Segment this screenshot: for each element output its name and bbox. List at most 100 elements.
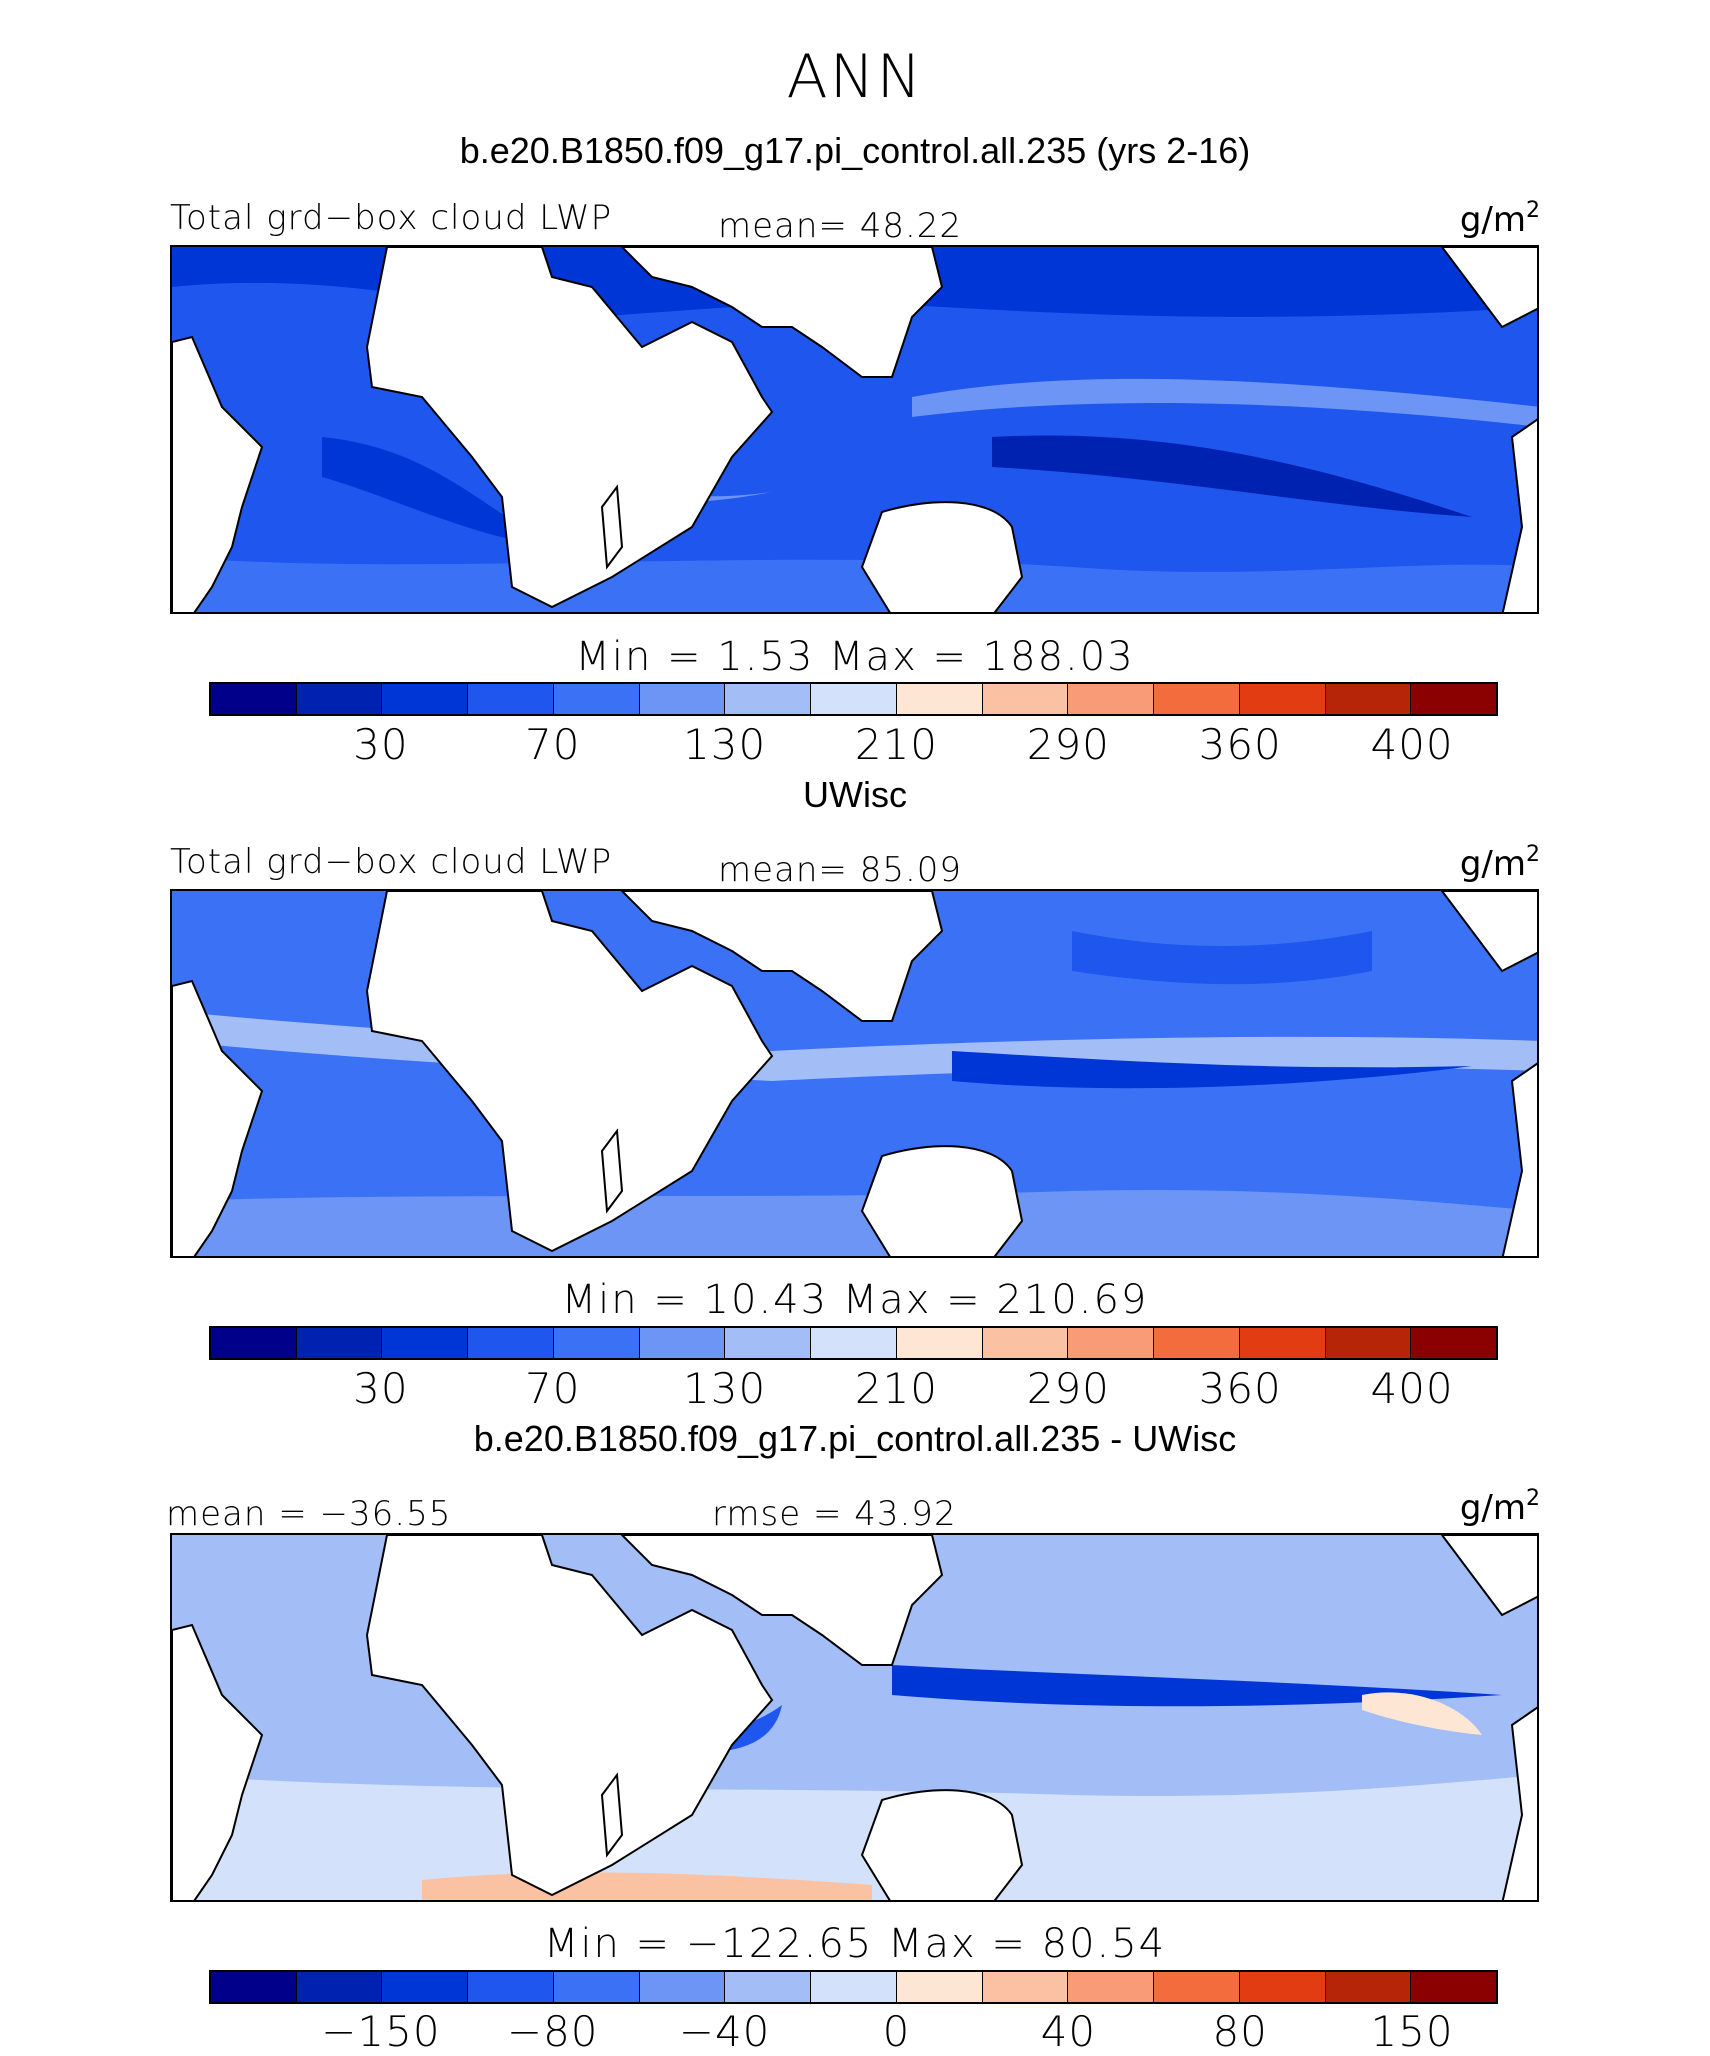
colorbar-segment — [382, 1972, 469, 2002]
colorbar-segment — [1239, 684, 1326, 714]
colorbar-segment — [468, 1328, 554, 1358]
colorbar-segment — [553, 1328, 640, 1358]
panel-3-ticks: −150 −80 −40 0 40 80 150 — [0, 2003, 1710, 2056]
colorbar-segment — [982, 1328, 1069, 1358]
colorbar-tick-label: 70 — [524, 1364, 581, 1413]
australia — [860, 1789, 1024, 1900]
colorbar-segment — [296, 1328, 383, 1358]
north-pacific-patch — [1072, 931, 1372, 985]
units-text: g/m — [1459, 200, 1526, 240]
colorbar-tick-label: 360 — [1198, 1364, 1282, 1413]
colorbar-segment — [1068, 1972, 1155, 2002]
panel-2-map-svg — [172, 891, 1537, 1256]
colorbar-segment — [1411, 1328, 1497, 1358]
colorbar-segment — [982, 684, 1069, 714]
colorbar-segment — [211, 1972, 297, 2002]
panel-2-ticks: 30 70 130 210 290 360 400 — [0, 1360, 1710, 1413]
colorbar-tick-label: −40 — [678, 2007, 771, 2056]
colorbar-segment — [1325, 684, 1412, 714]
panel-2-minmax: Min = 10.43 Max = 210.69 — [561, 1277, 1149, 1323]
subtropical-low — [992, 435, 1472, 517]
coastlines — [172, 1535, 1537, 1900]
colorbar-segment — [468, 1972, 554, 2002]
units-exponent: 2 — [1526, 1486, 1540, 1511]
madagascar — [600, 484, 624, 570]
units-exponent: 2 — [1526, 198, 1540, 223]
colorbar-segment — [1239, 1328, 1326, 1358]
colorbar-tick-label: 80 — [1212, 2007, 1268, 2056]
panel-3-map — [170, 1533, 1539, 1902]
panel-1-map-svg — [172, 247, 1537, 612]
colorbar-segment — [382, 684, 469, 714]
panel-3-units: g/m2 — [1460, 1486, 1540, 1528]
colorbar-segment — [896, 1328, 983, 1358]
colorbar-tick-label: −80 — [506, 2007, 599, 2056]
north-america — [1440, 1535, 1537, 1617]
colorbar-segment — [725, 1972, 812, 2002]
colorbar-tick-label: 400 — [1370, 1364, 1454, 1413]
colorbar-segment — [296, 684, 383, 714]
eurasia — [620, 247, 944, 378]
panel-3-center-label: rmse = 43.92 — [712, 1494, 957, 1534]
colorbar-segment — [639, 1328, 726, 1358]
coastlines — [172, 247, 1537, 612]
panel-3-colorbar — [209, 1970, 1498, 2004]
atlantic-low — [322, 437, 552, 547]
south-america-east — [1501, 418, 1537, 612]
colorbar-segment — [1325, 1328, 1412, 1358]
south-america-east — [1501, 1706, 1537, 1900]
panel-1-colorbar — [209, 682, 1498, 716]
madagascar — [600, 1128, 624, 1214]
units-text: g/m — [1459, 1488, 1526, 1528]
colorbar-segment — [1154, 1972, 1240, 2002]
australia — [860, 1145, 1024, 1256]
colorbar-tick-label: 30 — [353, 1364, 409, 1413]
north-america — [1440, 891, 1537, 973]
colorbar-segment — [1068, 1328, 1155, 1358]
africa — [365, 891, 774, 1253]
panel-1-case-title: b.e20.B1850.f09_g17.pi_control.all.235 (… — [459, 130, 1251, 171]
colorbar-segment — [896, 1972, 983, 2002]
colorbar-tick-label: 40 — [1040, 2007, 1097, 2056]
colorbar-segment — [1325, 1972, 1412, 2002]
panel-1-center-label: mean= 48.22 — [718, 206, 963, 246]
panel-1-left-label: Total grd−box cloud LWP — [170, 198, 613, 238]
colorbar-tick-label: 210 — [854, 1364, 939, 1413]
itcz-low — [952, 1051, 1472, 1089]
panel-3-map-svg — [172, 1535, 1537, 1900]
colorbar-tick-label: 210 — [854, 720, 939, 769]
north-america — [1440, 247, 1537, 329]
panel-1-ticks: 30 70 130 210 290 360 400 — [0, 716, 1710, 769]
colorbar-segment — [1411, 1972, 1497, 2002]
south-america-west — [172, 335, 264, 612]
colorbar-segment — [211, 1328, 297, 1358]
colorbar-segment — [296, 1972, 383, 2002]
colorbar-tick-label: 130 — [683, 720, 767, 769]
colorbar-segment — [811, 1328, 897, 1358]
colorbar-tick-label: 290 — [1026, 720, 1110, 769]
colorbar-segment — [553, 1972, 640, 2002]
colorbar-segment — [468, 684, 554, 714]
africa — [365, 247, 774, 609]
colorbar-tick-label: 290 — [1026, 1364, 1110, 1413]
panel-2-left-label: Total grd−box cloud LWP — [170, 842, 613, 882]
colorbar-tick-label: 30 — [353, 720, 409, 769]
south-america-east — [1501, 1062, 1537, 1256]
panel-1-units: g/m2 — [1460, 198, 1540, 240]
panel-2-case-title: UWisc — [803, 774, 907, 815]
colorbar-segment — [896, 684, 983, 714]
colorbar-tick-label: 360 — [1198, 720, 1282, 769]
south-america-west — [172, 979, 264, 1256]
units-exponent: 2 — [1526, 842, 1540, 867]
colorbar-tick-label: 70 — [524, 720, 581, 769]
figure-title: ANN — [786, 42, 924, 112]
units-text: g/m — [1459, 844, 1526, 884]
colorbar-segment — [725, 684, 812, 714]
colorbar-segment — [1411, 684, 1497, 714]
panel-3-left-label: mean = −36.55 — [166, 1494, 452, 1534]
colorbar-segment — [211, 684, 297, 714]
colorbar-tick-label: 150 — [1370, 2007, 1454, 2056]
south-america-west — [172, 1623, 264, 1900]
panel-2-colorbar — [209, 1326, 1498, 1360]
panel-1-minmax: Min = 1.53 Max = 188.03 — [575, 634, 1135, 680]
